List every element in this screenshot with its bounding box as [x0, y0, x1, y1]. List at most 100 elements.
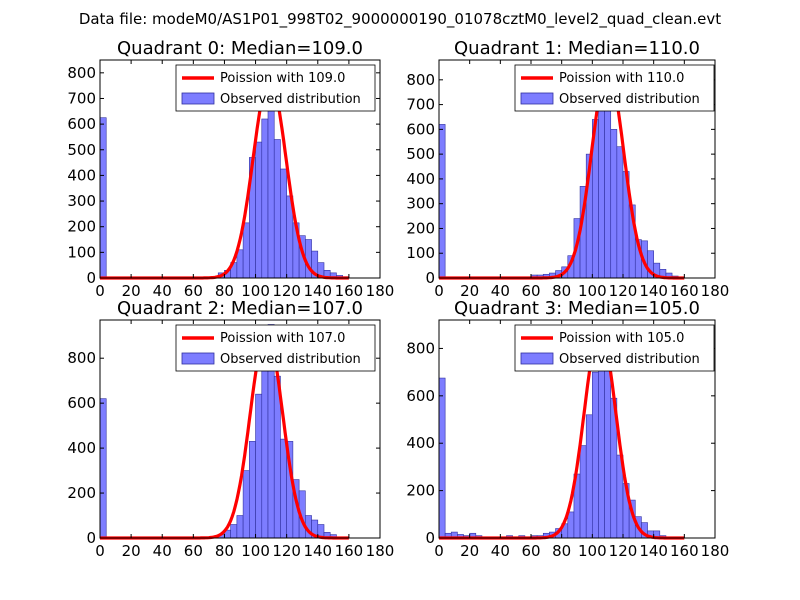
- x-tick-label: 80: [215, 542, 234, 560]
- panel-title: Quadrant 0: Median=109.0: [117, 38, 363, 59]
- histogram-bar: [99, 398, 107, 539]
- y-tick-label: 200: [67, 484, 96, 502]
- y-tick-label: 200: [406, 219, 435, 237]
- histogram-bar: [280, 438, 287, 539]
- histogram-bar: [230, 524, 238, 539]
- x-tick-label: 0: [95, 282, 105, 300]
- x-tick-label: 160: [670, 542, 699, 560]
- x-tick-label: 140: [639, 282, 668, 300]
- x-tick-label: 120: [609, 542, 638, 560]
- histogram-bar: [261, 366, 269, 539]
- histogram-bar: [585, 414, 593, 539]
- panel-title: Quadrant 1: Median=110.0: [454, 38, 700, 59]
- legend-label: Observed distribution: [220, 92, 361, 107]
- y-tick-label: 0: [425, 529, 435, 547]
- y-tick-label: 800: [67, 349, 96, 367]
- x-tick-label: 160: [670, 282, 699, 300]
- x-tick-label: 80: [215, 282, 234, 300]
- histogram-bar: [236, 249, 244, 279]
- y-tick-label: 200: [67, 218, 96, 236]
- legend-bar-swatch: [181, 352, 215, 365]
- y-tick-label: 100: [406, 244, 435, 262]
- panel-3: Quadrant 3: Median=105.00 20 40 60 80 100 120 1…: [406, 298, 729, 560]
- x-tick-label: 60: [521, 542, 540, 560]
- legend-label: Poission with 105.0: [559, 331, 684, 346]
- x-tick-label: 100: [578, 282, 607, 300]
- y-tick-label: 0: [425, 269, 435, 287]
- x-tick-label: 60: [184, 542, 203, 560]
- histogram-bar: [438, 124, 446, 279]
- y-tick-label: 600: [406, 120, 435, 138]
- y-tick-label: 400: [406, 170, 435, 188]
- x-tick-label: 40: [491, 542, 510, 560]
- legend: Poission with 110.0 Observed distribution: [514, 64, 715, 112]
- y-tick-label: 800: [406, 71, 435, 89]
- axes-frame: [438, 319, 716, 539]
- x-tick-label: 80: [552, 282, 571, 300]
- x-tick-label: 160: [335, 282, 364, 300]
- x-tick-label: 60: [184, 282, 203, 300]
- histogram-bar: [261, 118, 269, 279]
- y-tick-label: 500: [67, 141, 96, 159]
- panel-1: Quadrant 1: Median=110.00 20 40 60 80 100 120 1…: [406, 38, 729, 300]
- x-tick-label: 40: [491, 282, 510, 300]
- x-tick-label: 40: [153, 282, 172, 300]
- x-tick-label: 100: [241, 542, 270, 560]
- y-tick-label: 0: [86, 269, 96, 287]
- panel-title: Quadrant 2: Median=107.0: [117, 298, 363, 319]
- legend: Poission with 107.0 Observed distribution: [175, 324, 376, 372]
- histogram-bar: [567, 511, 575, 539]
- x-tick-label: 140: [303, 282, 332, 300]
- legend-label: Observed distribution: [559, 352, 700, 367]
- x-tick-label: 40: [153, 542, 172, 560]
- x-tick-label: 140: [639, 542, 668, 560]
- legend-label: Observed distribution: [559, 92, 700, 107]
- histogram-bar: [273, 139, 281, 279]
- y-tick-label: 200: [406, 482, 435, 500]
- histogram-bar: [280, 168, 287, 279]
- y-tick-label: 300: [406, 195, 435, 213]
- y-tick-label: 100: [67, 243, 96, 261]
- x-tick-label: 120: [272, 542, 301, 560]
- histogram-bar: [610, 129, 618, 279]
- x-tick-label: 0: [434, 542, 444, 560]
- x-tick-label: 180: [701, 542, 730, 560]
- histogram-bar: [616, 146, 624, 279]
- y-tick-label: 0: [86, 529, 96, 547]
- histogram-bar: [249, 441, 256, 539]
- legend-bar-swatch: [181, 92, 215, 105]
- y-tick-label: 700: [67, 89, 96, 107]
- y-tick-label: 400: [67, 166, 96, 184]
- x-tick-label: 180: [366, 282, 395, 300]
- x-tick-label: 0: [434, 282, 444, 300]
- x-tick-label: 120: [272, 282, 301, 300]
- legend: Poission with 105.0 Observed distribution: [514, 324, 715, 372]
- panels: Quadrant 0: Median=109.00 20 40 60 80 100 120 1…: [67, 38, 729, 560]
- y-tick-label: 600: [67, 394, 96, 412]
- y-tick-label: 700: [406, 96, 435, 114]
- legend: Poission with 109.0 Observed distribution: [175, 64, 376, 112]
- y-tick-label: 500: [406, 145, 435, 163]
- panel-0: Quadrant 0: Median=109.00 20 40 60 80 100 120 1…: [67, 38, 394, 300]
- y-tick-label: 800: [406, 339, 435, 357]
- y-tick-label: 300: [67, 192, 96, 210]
- figure-suptitle: Data file: modeM0/AS1P01_998T02_90000001…: [79, 10, 721, 29]
- axes-frame: [438, 59, 716, 279]
- x-tick-label: 120: [609, 282, 638, 300]
- y-tick-label: 600: [406, 387, 435, 405]
- histogram-bar: [242, 222, 250, 279]
- x-tick-label: 160: [335, 542, 364, 560]
- y-tick-label: 600: [67, 115, 96, 133]
- x-tick-label: 100: [241, 282, 270, 300]
- histogram-bar: [242, 470, 250, 539]
- x-tick-label: 100: [578, 542, 607, 560]
- axes-frame: [99, 319, 381, 539]
- legend-bar-swatch: [520, 352, 554, 365]
- x-tick-label: 20: [122, 542, 141, 560]
- histogram-bar: [598, 99, 605, 279]
- histogram-bar: [99, 117, 107, 279]
- legend-label: Observed distribution: [220, 352, 361, 367]
- legend-label: Poission with 110.0: [559, 71, 684, 86]
- legend-bar-swatch: [520, 92, 554, 105]
